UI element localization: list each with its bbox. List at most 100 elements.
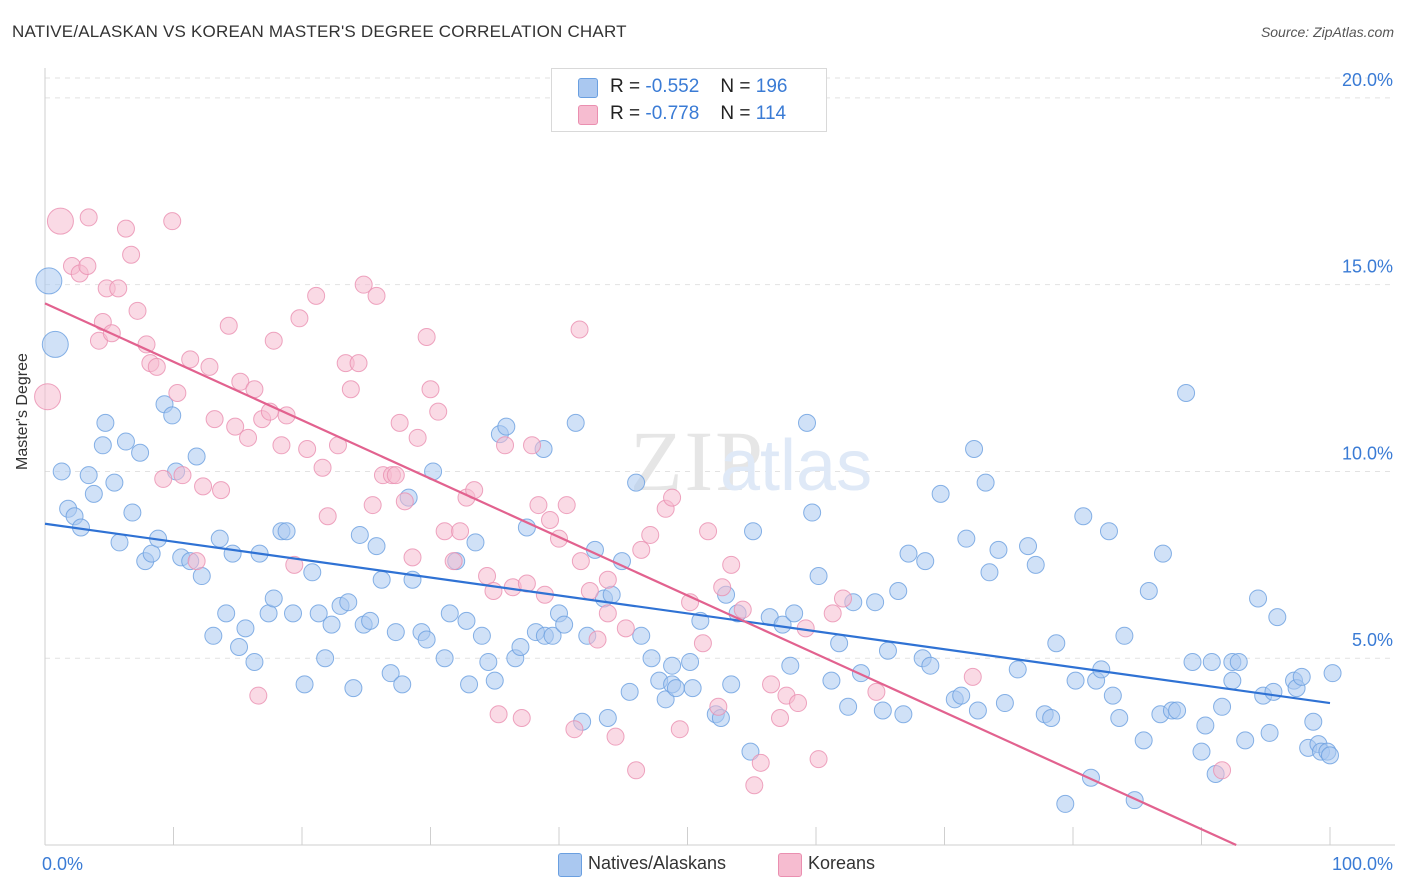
axes (44, 68, 1395, 846)
data-point (142, 544, 161, 563)
data-point (699, 522, 718, 541)
data-point (566, 413, 585, 432)
data-point (187, 552, 206, 571)
data-point (303, 563, 322, 582)
data-point (408, 428, 427, 447)
data-point (598, 570, 617, 589)
data-point (429, 402, 448, 421)
data-point (122, 245, 141, 264)
data-point (496, 436, 515, 455)
data-point (386, 623, 405, 642)
data-point (1153, 544, 1172, 563)
data-point (1099, 522, 1118, 541)
data-point (798, 413, 817, 432)
y-tick-label: 5.0% (1352, 630, 1393, 650)
data-point (1047, 634, 1066, 653)
data-point (580, 581, 599, 600)
data-point (344, 679, 363, 698)
data-point (1213, 697, 1232, 716)
legend-r-label: R = (610, 76, 641, 97)
data-point (123, 503, 142, 522)
data-point (381, 664, 400, 683)
x-tick-label: 0.0% (42, 854, 83, 874)
data-point (833, 589, 852, 608)
data-point (131, 443, 150, 462)
data-point (1125, 791, 1144, 810)
data-point (307, 286, 326, 305)
data-point (219, 316, 238, 335)
data-point (35, 267, 63, 295)
data-point (543, 626, 562, 645)
data-point (627, 761, 646, 780)
data-point (878, 641, 897, 660)
data-point (1026, 555, 1045, 574)
legend-r-label: R = (610, 103, 641, 124)
data-point (390, 413, 409, 432)
data-point (529, 496, 548, 515)
tick-labels: 5.0% 10.0% 15.0% 20.0% 0.0% 100.0% (42, 70, 1393, 874)
data-point (349, 354, 368, 373)
data-point (1103, 686, 1122, 705)
data-point (34, 383, 62, 411)
data-point (367, 286, 386, 305)
data-point (386, 466, 405, 485)
data-point (965, 440, 984, 459)
data-point (957, 529, 976, 548)
data-point (642, 649, 661, 668)
y-tick-label: 20.0% (1342, 70, 1393, 90)
data-point (163, 406, 182, 425)
data-point (839, 697, 858, 716)
data-point (866, 593, 885, 612)
data-point (277, 522, 296, 541)
data-point (789, 694, 808, 713)
data-point (354, 275, 373, 294)
data-point (264, 589, 283, 608)
data-point (822, 671, 841, 690)
data-point (803, 503, 822, 522)
data-point (1260, 723, 1279, 742)
data-point (290, 309, 309, 328)
data-point (1042, 708, 1061, 727)
data-point (309, 604, 328, 623)
data-point (656, 690, 675, 709)
data-point (110, 533, 129, 552)
data-point (523, 436, 542, 455)
data-point (46, 207, 74, 235)
data-point (367, 537, 386, 556)
data-point (361, 611, 380, 630)
data-point (989, 540, 1008, 559)
data-point (570, 320, 589, 339)
data-point (1236, 731, 1255, 750)
data-point (1264, 682, 1283, 701)
data-point (666, 679, 685, 698)
data-point (84, 484, 103, 503)
data-point (217, 604, 236, 623)
data-point (295, 675, 314, 694)
data-point (709, 697, 728, 716)
data-point (663, 488, 682, 507)
data-point (313, 458, 332, 477)
data-point (762, 675, 781, 694)
data-point (1056, 794, 1075, 813)
data-point (555, 615, 574, 634)
data-point (1229, 652, 1248, 671)
data-point (223, 544, 242, 563)
data-point (245, 652, 264, 671)
data-point (116, 432, 135, 451)
data-point (472, 626, 491, 645)
data-point (781, 656, 800, 675)
data-point (187, 447, 206, 466)
data-point (588, 630, 607, 649)
data-point (1008, 660, 1027, 679)
data-point (168, 383, 187, 402)
data-point (479, 652, 498, 671)
data-point (485, 671, 504, 690)
data-point (205, 410, 224, 429)
data-point (598, 604, 617, 623)
data-point (457, 611, 476, 630)
data-point (1183, 652, 1202, 671)
data-point (210, 529, 229, 548)
regression-line-natives (44, 522, 1331, 705)
data-point (339, 593, 358, 612)
